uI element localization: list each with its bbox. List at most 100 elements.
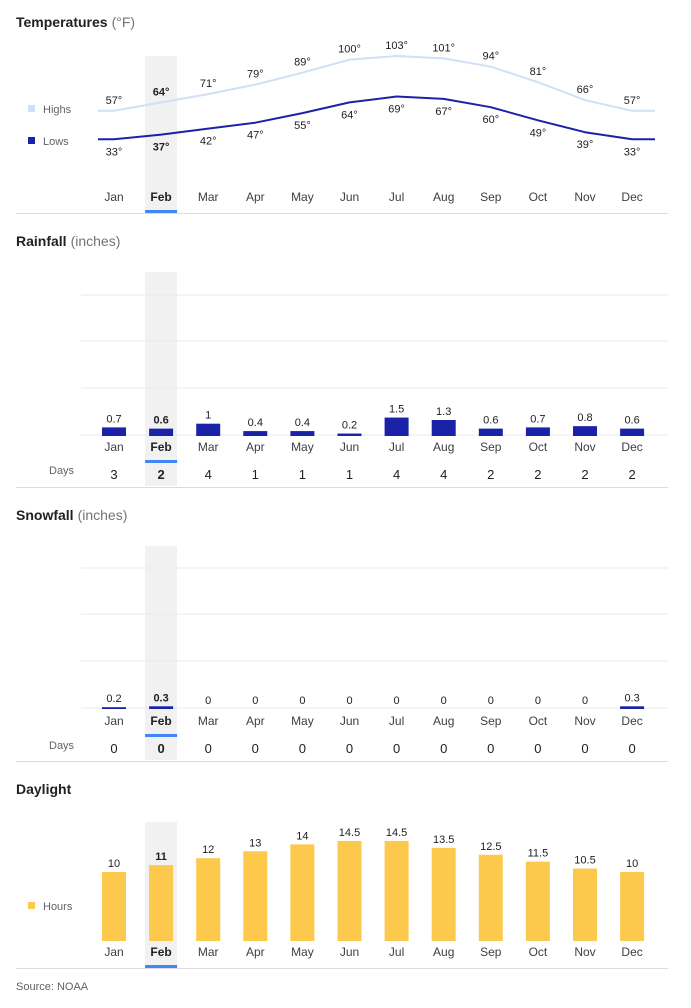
lows-data-label: 33° — [106, 146, 123, 158]
daylight-value-label: 10 — [626, 858, 638, 870]
rainfall-value-label: 0.8 — [577, 412, 592, 424]
snowfall-days-label: Days — [49, 740, 75, 752]
rainfall-bar-aug — [431, 420, 456, 436]
rainfall-month-label-jun[interactable]: Jun — [340, 440, 359, 454]
rainfall-month-label-aug[interactable]: Aug — [433, 440, 454, 454]
rainfall-month-label-jul[interactable]: Jul — [389, 440, 404, 454]
daylight-month-label-apr[interactable]: Apr — [246, 945, 265, 959]
temperatures-divider — [16, 213, 668, 214]
snowfall-month-label-jun[interactable]: Jun — [340, 714, 359, 728]
temperatures-month-label-mar[interactable]: Mar — [198, 190, 219, 204]
snowfall-month-label-apr[interactable]: Apr — [246, 714, 265, 728]
snowfall-month-label-mar[interactable]: Mar — [198, 714, 219, 728]
rainfall-bar-sep — [478, 428, 503, 436]
highs-data-label: 66° — [577, 84, 594, 96]
snowfall-month-label-aug[interactable]: Aug — [433, 714, 454, 728]
temperatures-month-label-apr[interactable]: Apr — [246, 190, 265, 204]
rainfall-month-label-apr[interactable]: Apr — [246, 440, 265, 454]
snowfall-month-label-feb[interactable]: Feb — [150, 714, 171, 728]
daylight-month-label-mar[interactable]: Mar — [198, 945, 219, 959]
snowfall-value-label: 0 — [441, 695, 447, 707]
snowfall-month-label-dec[interactable]: Dec — [621, 714, 642, 728]
daylight-bar-oct — [525, 861, 550, 941]
snowfall-bar-dec — [620, 706, 645, 709]
temperatures-month-label-dec[interactable]: Dec — [621, 190, 642, 204]
snowfall-days-value: 0 — [393, 741, 400, 756]
daylight-value-label: 14.5 — [339, 827, 360, 839]
snowfall-days-value: 0 — [110, 741, 117, 756]
daylight-month-label-sep[interactable]: Sep — [480, 945, 502, 959]
highs-data-label: 71° — [200, 78, 217, 90]
daylight-bar-jul — [384, 840, 409, 941]
snowfall-days-value: 0 — [581, 741, 588, 756]
daylight-bar-mar — [196, 858, 221, 941]
lows-line — [98, 95, 655, 141]
daylight-month-label-may[interactable]: May — [291, 945, 314, 959]
daylight-bar-jan — [102, 872, 126, 941]
snowfall-days-value: 0 — [346, 741, 353, 756]
rainfall-month-label-dec[interactable]: Dec — [621, 440, 642, 454]
temperatures-month-label-feb[interactable]: Feb — [150, 190, 171, 204]
daylight-month-label-oct[interactable]: Oct — [529, 945, 548, 959]
rainfall-days-value: 1 — [252, 467, 259, 482]
highs-data-label: 64° — [153, 86, 170, 98]
rainfall-days-value: 2 — [628, 467, 635, 482]
temperatures-month-label-jan[interactable]: Jan — [104, 190, 123, 204]
rainfall-value-label: 0.4 — [295, 417, 310, 429]
temperatures-month-label-aug[interactable]: Aug — [433, 190, 454, 204]
rainfall-bar-jan — [102, 427, 126, 436]
rainfall-month-label-feb[interactable]: Feb — [150, 440, 171, 454]
daylight-bar-feb — [149, 865, 174, 941]
rainfall-title: Rainfall (inches) — [16, 233, 121, 249]
legend-highs-swatch — [28, 105, 35, 112]
rainfall-bar-apr — [243, 431, 268, 436]
rainfall-value-label: 0.6 — [153, 415, 168, 427]
daylight-month-label-jul[interactable]: Jul — [389, 945, 404, 959]
snowfall-month-label-jul[interactable]: Jul — [389, 714, 404, 728]
rainfall-bar-mar — [196, 423, 221, 436]
rainfall-bar-jun — [337, 433, 362, 436]
daylight-month-label-nov[interactable]: Nov — [574, 945, 595, 959]
highs-data-label: 103° — [385, 40, 408, 52]
daylight-month-label-jun[interactable]: Jun — [340, 945, 359, 959]
rainfall-month-label-nov[interactable]: Nov — [574, 440, 595, 454]
lows-data-label: 55° — [294, 120, 311, 132]
rainfall-month-label-oct[interactable]: Oct — [529, 440, 548, 454]
rainfall-month-label-jan[interactable]: Jan — [104, 440, 123, 454]
rainfall-month-label-may[interactable]: May — [291, 440, 314, 454]
temperatures-month-label-jul[interactable]: Jul — [389, 190, 404, 204]
rainfall-month-label-sep[interactable]: Sep — [480, 440, 502, 454]
daylight-month-label-feb[interactable]: Feb — [150, 945, 171, 959]
snowfall-month-label-sep[interactable]: Sep — [480, 714, 502, 728]
daylight-month-label-dec[interactable]: Dec — [621, 945, 642, 959]
snowfall-bar-feb — [149, 706, 174, 709]
highs-data-label: 57° — [624, 95, 641, 107]
rainfall-days-label: Days — [49, 465, 75, 477]
snowfall-selected-underline — [145, 734, 178, 737]
daylight-value-label: 13.5 — [433, 834, 454, 846]
rainfall-bar-may — [290, 431, 315, 436]
rainfall-value-label: 0.7 — [106, 413, 121, 425]
rainfall-value-label: 0.6 — [483, 415, 498, 427]
lows-data-label: 42° — [200, 136, 217, 148]
rainfall-selected-underline — [145, 460, 178, 463]
daylight-bar-jun — [337, 840, 362, 941]
snowfall-divider — [16, 761, 668, 762]
snowfall-month-label-may[interactable]: May — [291, 714, 314, 728]
lows-data-label: 47° — [247, 130, 264, 142]
daylight-month-label-jan[interactable]: Jan — [104, 945, 123, 959]
daylight-month-label-aug[interactable]: Aug — [433, 945, 454, 959]
snowfall-month-label-nov[interactable]: Nov — [574, 714, 595, 728]
temperatures-month-label-nov[interactable]: Nov — [574, 190, 595, 204]
temperatures-month-label-oct[interactable]: Oct — [529, 190, 548, 204]
daylight-value-label: 12 — [202, 844, 214, 856]
snowfall-value-label: 0.3 — [153, 692, 168, 704]
source-note: Source: NOAA — [16, 981, 89, 993]
rainfall-month-label-mar[interactable]: Mar — [198, 440, 219, 454]
snowfall-month-label-jan[interactable]: Jan — [104, 714, 123, 728]
temperatures-month-label-sep[interactable]: Sep — [480, 190, 502, 204]
temperatures-month-label-may[interactable]: May — [291, 190, 314, 204]
temperatures-month-label-jun[interactable]: Jun — [340, 190, 359, 204]
snowfall-value-label: 0.3 — [624, 692, 639, 704]
snowfall-month-label-oct[interactable]: Oct — [529, 714, 548, 728]
